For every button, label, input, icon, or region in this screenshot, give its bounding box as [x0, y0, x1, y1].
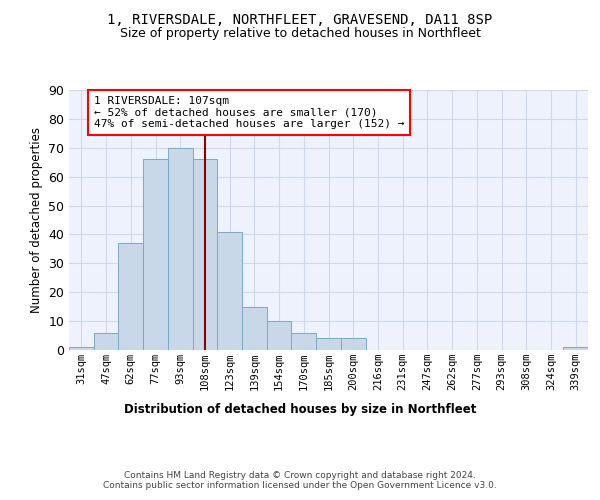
Bar — [118, 243, 143, 350]
Bar — [242, 306, 267, 350]
Bar — [168, 148, 193, 350]
Text: 1, RIVERSDALE, NORTHFLEET, GRAVESEND, DA11 8SP: 1, RIVERSDALE, NORTHFLEET, GRAVESEND, DA… — [107, 12, 493, 26]
Bar — [267, 321, 292, 350]
Bar — [341, 338, 365, 350]
Bar — [316, 338, 341, 350]
Bar — [94, 332, 118, 350]
Bar — [193, 160, 217, 350]
Bar — [143, 160, 168, 350]
Text: Size of property relative to detached houses in Northfleet: Size of property relative to detached ho… — [119, 28, 481, 40]
Y-axis label: Number of detached properties: Number of detached properties — [29, 127, 43, 313]
Bar — [217, 232, 242, 350]
Bar — [563, 347, 588, 350]
Bar — [69, 347, 94, 350]
Text: Contains HM Land Registry data © Crown copyright and database right 2024.
Contai: Contains HM Land Registry data © Crown c… — [103, 470, 497, 490]
Bar — [292, 332, 316, 350]
Text: 1 RIVERSDALE: 107sqm
← 52% of detached houses are smaller (170)
47% of semi-deta: 1 RIVERSDALE: 107sqm ← 52% of detached h… — [94, 96, 404, 129]
Text: Distribution of detached houses by size in Northfleet: Distribution of detached houses by size … — [124, 402, 476, 415]
